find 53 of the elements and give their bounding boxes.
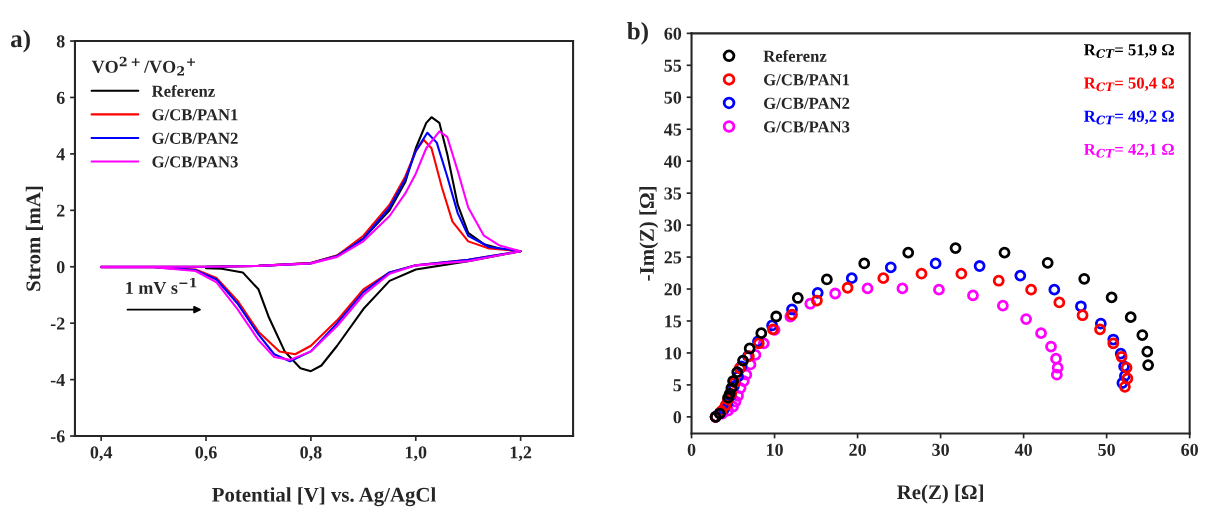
x-tick-label: 0 xyxy=(687,443,696,456)
x-tick-label: 10 xyxy=(766,443,783,456)
x-tick-label: 1,0 xyxy=(405,446,427,462)
y-tick-label: -2 xyxy=(50,317,65,330)
x-axis-title: Potential [V] vs. Ag/AgCl xyxy=(212,487,436,507)
legend-label: G/CB/PAN2 xyxy=(152,132,238,144)
legend-label: Referenz xyxy=(151,84,215,97)
annotation: R$_{CT}$= 50,4 Ω xyxy=(1084,77,1174,92)
x-tick-label: 0,4 xyxy=(90,446,113,462)
y-tick-label: 4 xyxy=(56,148,65,161)
x-tick-label: 60 xyxy=(1181,443,1198,456)
x-axis-title: Re(Z) [Ω] xyxy=(897,484,983,504)
y-tick-label: 10 xyxy=(665,347,682,360)
x-tick-label: 0,6 xyxy=(195,446,217,462)
legend-label: G/CB/PAN3 xyxy=(152,156,238,168)
annotation: R$_{CT}$= 49,2 Ω xyxy=(1084,110,1174,125)
y-tick-label: 5 xyxy=(673,379,682,392)
y-tick-label: 6 xyxy=(56,91,65,104)
y-tick-label: 15 xyxy=(665,315,682,328)
y-tick-label: 30 xyxy=(664,219,682,232)
y-tick-label: 35 xyxy=(664,187,682,200)
annotation: R$_{CT}$= 42,1 Ω xyxy=(1084,143,1174,158)
y-axis-title: -Im(Z) [Ω] xyxy=(639,186,659,281)
legend-title: VO$^{2+}$/VO$_{2}$$^{+}$ xyxy=(91,56,196,76)
y-tick-label: 45 xyxy=(664,123,682,136)
y-tick-label: 0 xyxy=(673,411,682,424)
legend-label: G/CB/PAN1 xyxy=(764,74,850,86)
y-tick-label: 20 xyxy=(664,283,682,296)
y-tick-label: 2 xyxy=(56,204,65,217)
x-tick-label: 0,8 xyxy=(300,446,322,462)
legend-label: G/CB/PAN2 xyxy=(764,97,850,109)
y-tick-label: 40 xyxy=(664,155,682,168)
chart-title: b) xyxy=(627,22,648,45)
y-tick-label: 25 xyxy=(664,251,682,264)
y-tick-label: 60 xyxy=(664,27,682,40)
chart-title: a) xyxy=(11,29,30,53)
annotation: 1 mV s$^{−1}$ xyxy=(126,277,197,295)
y-tick-label: -6 xyxy=(50,430,65,443)
y-tick-label: 50 xyxy=(664,91,682,104)
legend-label: G/CB/PAN3 xyxy=(764,121,850,133)
y-tick-label: 8 xyxy=(56,35,65,48)
annotation: R$_{CT}$= 51,9 Ω xyxy=(1084,44,1174,58)
y-tick-label: 55 xyxy=(664,59,682,72)
y-tick-label: 0 xyxy=(56,261,65,274)
x-tick-label: 20 xyxy=(849,443,866,456)
legend-label: Referenz xyxy=(763,49,827,62)
x-tick-label: 1,2 xyxy=(510,446,532,462)
x-tick-label: 40 xyxy=(1014,443,1032,456)
y-tick-label: -4 xyxy=(50,374,65,386)
x-tick-label: 30 xyxy=(932,443,949,456)
legend-label: G/CB/PAN1 xyxy=(152,109,238,121)
x-tick-label: 50 xyxy=(1098,443,1115,456)
y-axis-title: Strom [mA] xyxy=(25,186,43,291)
